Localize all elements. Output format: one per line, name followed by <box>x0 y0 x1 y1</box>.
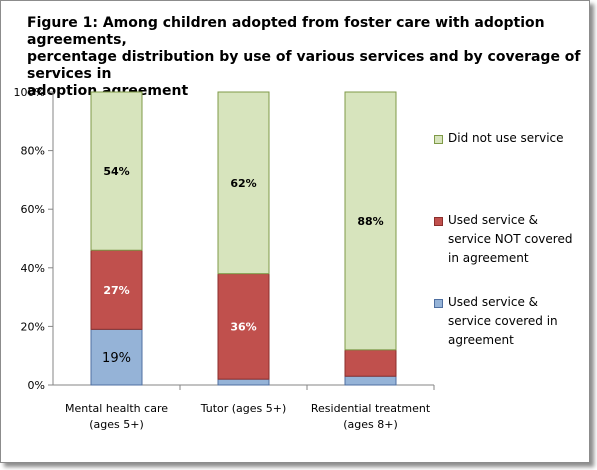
legend-swatch <box>434 135 443 144</box>
chart-title: Figure 1: Among children adopted from fo… <box>27 15 581 99</box>
bar-segment <box>344 349 397 377</box>
x-tick-label: Mental health care (ages 5+) <box>65 402 168 431</box>
bar-segment <box>344 375 397 386</box>
data-label: 27% <box>103 284 129 297</box>
y-tick-label: 80% <box>21 145 45 158</box>
legend-swatch <box>434 217 443 226</box>
data-label: 88% <box>357 215 383 228</box>
bar-segment <box>217 91 270 275</box>
data-label: 54% <box>103 165 129 178</box>
chart-frame: Figure 1: Among children adopted from fo… <box>0 0 590 463</box>
legend-label: Used service & service NOT covered in ag… <box>448 213 573 265</box>
data-label: 62% <box>230 177 256 190</box>
legend-label: Used service & service covered in agreem… <box>448 295 558 347</box>
legend-swatch <box>434 299 443 308</box>
bar-segment <box>217 378 270 386</box>
bar-segment <box>217 273 270 380</box>
bar-segment <box>90 249 143 330</box>
x-tick-label: Tutor (ages 5+) <box>200 402 287 415</box>
data-label: 19% <box>102 351 131 366</box>
bar-segment <box>90 91 143 251</box>
chart-plot: 0% 20% 40% 60% 80% 100% 19% 27% 54% Mental health… <box>14 86 435 431</box>
legend-label: Did not use service <box>448 131 564 145</box>
y-tick-label: 60% <box>21 203 45 216</box>
x-tick-label: Residential treatment (ages 8+) <box>311 402 431 431</box>
data-label: 36% <box>230 320 256 333</box>
y-tick-label: 40% <box>21 262 45 275</box>
y-tick-label: 100% <box>14 86 45 99</box>
y-tick-label: 0% <box>28 379 45 392</box>
bar-segment <box>344 91 397 351</box>
y-tick-label: 20% <box>21 320 45 333</box>
